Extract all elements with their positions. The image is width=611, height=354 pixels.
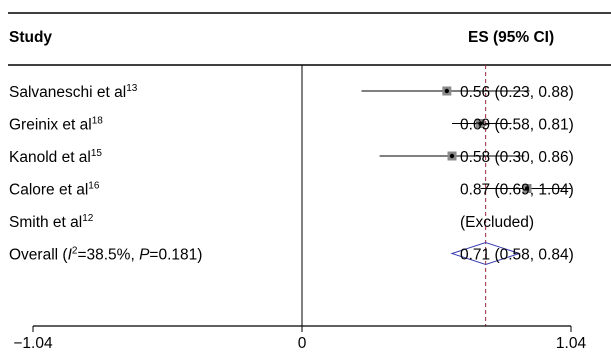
study-label: Calore et al16 xyxy=(9,181,100,199)
study-point xyxy=(478,121,483,126)
header-es: ES (95% CI) xyxy=(468,29,554,46)
x-tick-label: 1.04 xyxy=(556,335,587,352)
study-point xyxy=(449,153,455,159)
overall-label: Overall (I2=38.5%, P=0.181) xyxy=(9,246,202,264)
header-study: Study xyxy=(9,29,52,46)
x-tick-label: −1.04 xyxy=(13,335,53,352)
x-axis: −1.04 0 1.04 xyxy=(13,325,587,352)
study-label: Salvaneschi et al13 xyxy=(9,83,138,101)
study-es-text: (Excluded) xyxy=(460,214,534,231)
overall-es-text: 0.71 (0.58, 0.84) xyxy=(460,247,574,264)
study-point xyxy=(444,88,450,94)
study-point xyxy=(524,186,530,191)
study-es-text: 0.56 (0.23, 0.88) xyxy=(460,84,574,101)
study-es-text: 0.69 (0.58, 0.81) xyxy=(460,117,574,134)
study-rows: Salvaneschi et al13 0.56 (0.23, 0.88) Grei… xyxy=(9,65,574,326)
study-label: Smith et al12 xyxy=(9,213,94,231)
study-es-text: 0.58 (0.30, 0.86) xyxy=(460,149,574,166)
study-label: Kanold et al15 xyxy=(9,148,102,166)
study-label: Greinix et al18 xyxy=(9,116,103,134)
x-tick-label: 0 xyxy=(298,335,307,352)
study-es-text: 0.87 (0.69, 1.04) xyxy=(460,182,574,199)
overall-diamond xyxy=(450,241,521,266)
